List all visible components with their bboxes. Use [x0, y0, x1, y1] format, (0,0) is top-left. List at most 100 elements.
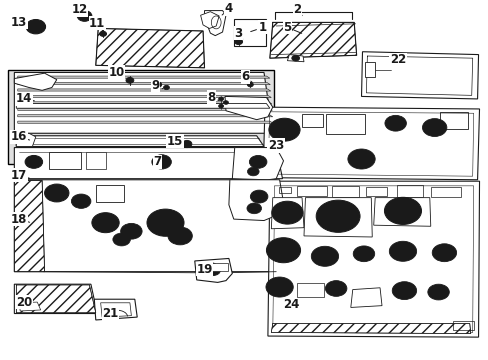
Circle shape	[121, 224, 142, 239]
Circle shape	[100, 31, 106, 36]
Circle shape	[98, 217, 113, 228]
Circle shape	[422, 118, 446, 136]
Polygon shape	[16, 285, 96, 313]
Polygon shape	[18, 89, 270, 91]
Bar	[331, 186, 358, 197]
Polygon shape	[233, 19, 266, 46]
Bar	[96, 185, 124, 202]
Polygon shape	[96, 28, 204, 68]
Circle shape	[316, 200, 359, 232]
Polygon shape	[19, 302, 41, 311]
Circle shape	[154, 82, 161, 87]
Bar	[297, 186, 327, 196]
Circle shape	[291, 55, 299, 61]
Circle shape	[25, 156, 42, 168]
Text: 10: 10	[108, 66, 124, 79]
Circle shape	[427, 284, 448, 300]
Polygon shape	[18, 108, 272, 111]
Circle shape	[147, 209, 183, 236]
Circle shape	[391, 282, 416, 300]
Circle shape	[184, 143, 188, 145]
Circle shape	[276, 124, 292, 135]
Polygon shape	[18, 102, 271, 104]
Text: 19: 19	[196, 263, 212, 276]
Bar	[430, 187, 460, 197]
Polygon shape	[232, 148, 283, 180]
Polygon shape	[224, 96, 272, 120]
Circle shape	[77, 10, 92, 21]
Polygon shape	[14, 180, 44, 272]
Polygon shape	[18, 121, 273, 123]
Text: 21: 21	[102, 307, 118, 320]
Polygon shape	[14, 180, 282, 272]
Circle shape	[26, 19, 45, 34]
Polygon shape	[271, 198, 304, 229]
Circle shape	[247, 167, 259, 176]
Bar	[396, 185, 423, 197]
Text: 22: 22	[389, 53, 406, 66]
Circle shape	[81, 13, 88, 18]
Bar	[366, 187, 386, 196]
Polygon shape	[304, 198, 371, 237]
Polygon shape	[350, 288, 381, 307]
Circle shape	[311, 246, 338, 266]
Circle shape	[163, 85, 169, 90]
Text: 1: 1	[259, 21, 266, 34]
Circle shape	[352, 246, 374, 262]
Circle shape	[384, 197, 421, 225]
Circle shape	[92, 213, 119, 233]
Polygon shape	[373, 198, 430, 226]
Text: 2: 2	[292, 3, 301, 16]
Text: 24: 24	[282, 298, 298, 311]
Polygon shape	[14, 148, 282, 179]
Polygon shape	[204, 10, 225, 36]
Circle shape	[152, 155, 171, 169]
Polygon shape	[18, 95, 271, 98]
Circle shape	[384, 116, 406, 131]
Circle shape	[388, 241, 416, 261]
Text: 20: 20	[16, 296, 32, 309]
Polygon shape	[287, 55, 304, 62]
Text: 17: 17	[11, 168, 27, 181]
Text: 18: 18	[11, 213, 27, 226]
Polygon shape	[194, 258, 232, 282]
Bar	[439, 112, 467, 129]
Polygon shape	[14, 73, 57, 90]
Text: 3: 3	[234, 27, 242, 40]
Text: 6: 6	[241, 70, 249, 83]
Polygon shape	[16, 133, 36, 147]
Circle shape	[126, 77, 134, 83]
Circle shape	[266, 238, 300, 263]
Text: 23: 23	[267, 139, 284, 152]
Circle shape	[223, 101, 228, 104]
Polygon shape	[267, 181, 479, 337]
Circle shape	[268, 118, 300, 141]
Circle shape	[271, 201, 303, 224]
Text: 7: 7	[153, 156, 162, 168]
Polygon shape	[18, 115, 272, 117]
Circle shape	[249, 156, 266, 168]
Bar	[49, 152, 81, 169]
Circle shape	[265, 277, 293, 297]
Circle shape	[113, 233, 130, 246]
Polygon shape	[269, 22, 356, 58]
Polygon shape	[94, 299, 137, 320]
Text: 8: 8	[207, 91, 215, 104]
Polygon shape	[14, 72, 272, 133]
Text: 9: 9	[151, 79, 160, 92]
Circle shape	[44, 184, 69, 202]
Bar	[302, 114, 322, 127]
Circle shape	[247, 82, 253, 87]
Circle shape	[347, 149, 374, 169]
FancyBboxPatch shape	[8, 69, 273, 165]
Text: 5: 5	[283, 21, 291, 34]
Text: 14: 14	[16, 93, 32, 105]
Polygon shape	[16, 136, 264, 147]
Circle shape	[31, 23, 41, 30]
Bar	[452, 321, 473, 330]
Bar	[278, 187, 290, 193]
Circle shape	[205, 263, 217, 271]
Polygon shape	[365, 62, 374, 77]
Circle shape	[325, 281, 346, 296]
Text: 13: 13	[11, 16, 27, 29]
